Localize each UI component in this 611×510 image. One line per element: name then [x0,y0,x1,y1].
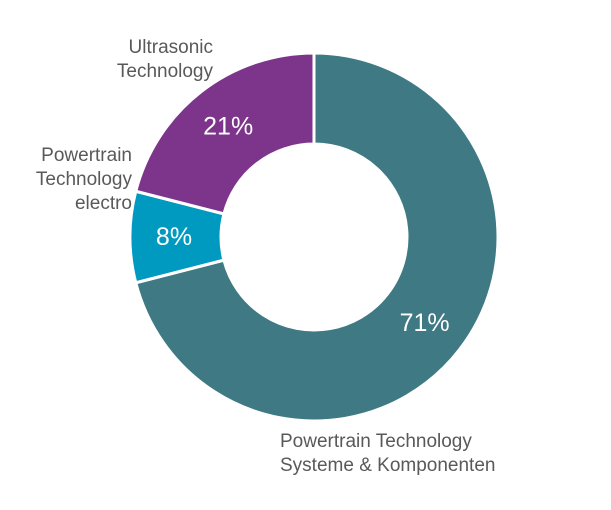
donut-slice-0 [134,51,500,423]
slice-value-label-1: 8% [156,223,192,251]
category-label-ultrasonic-technology: Ultrasonic Technology [117,36,213,84]
value-labels-group: 71% 8% 21% [156,112,450,336]
category-label-line: electro [74,193,132,214]
slice-value-label-0: 71% [400,309,450,337]
slice-value-label-2: 21% [203,112,253,140]
category-label-powertrain-technology-electro: Powertrain Technology electro [36,144,132,216]
category-label-line: Powertrain Technology [280,431,472,452]
category-label-line: Technology [116,61,213,82]
category-label-line: Ultrasonic [128,37,213,58]
donut-slice-2 [134,51,316,216]
category-label-line: Powertrain [41,145,132,166]
category-label-powertrain-technology-systeme-komponenten: Powertrain Technology Systeme & Komponen… [280,430,495,478]
category-label-line: Technology [35,169,132,190]
slices-group [128,51,500,423]
category-label-line: Systeme & Komponenten [280,455,496,476]
